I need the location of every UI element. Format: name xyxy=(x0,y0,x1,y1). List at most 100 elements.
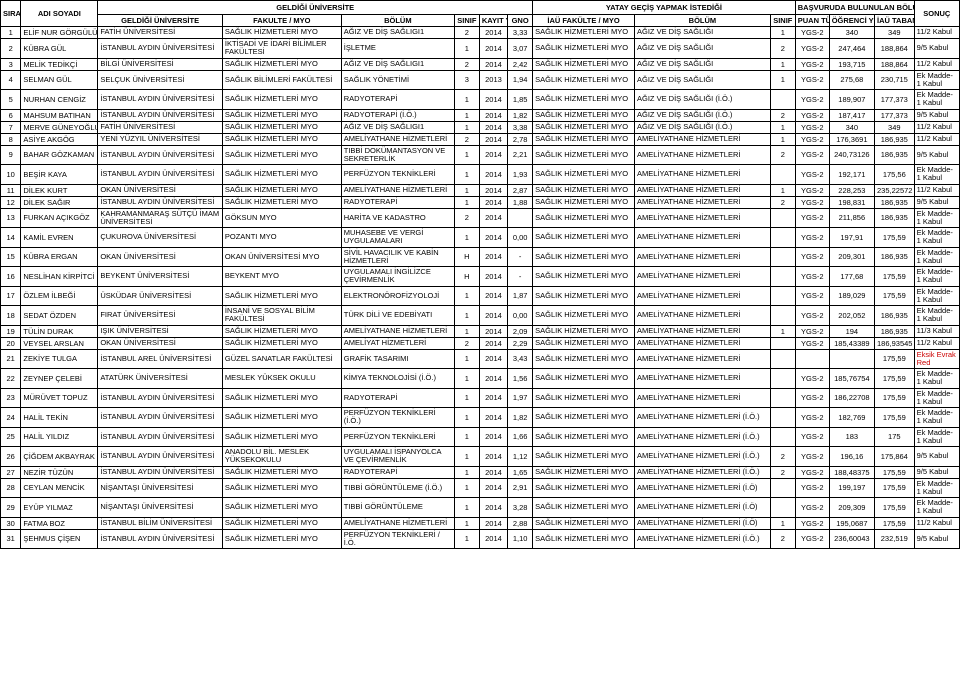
cell-pt: YGS-2 xyxy=(795,337,829,349)
cell-b2: AMELİYATHANE HİZMETLERİ (İ.Ö.) xyxy=(634,447,770,467)
cell-yi: 2014 xyxy=(479,529,507,549)
cell-so: 9/5 Kabul xyxy=(914,196,959,208)
cell-si: 1 xyxy=(454,306,479,326)
cell-yp: 192,171 xyxy=(829,165,874,185)
cell-ad: CEYLAN MENCİK xyxy=(21,478,98,498)
cell-if: SAĞLIK HİZMETLERİ MYO xyxy=(533,58,635,70)
cell-g: 1,82 xyxy=(508,408,533,428)
cell-pt: YGS-2 xyxy=(795,70,829,90)
cell-n: 31 xyxy=(1,529,21,549)
cell-g: 2,21 xyxy=(508,145,533,165)
cell-gu: OKAN ÜNİVERSİTESİ xyxy=(98,184,223,196)
cell-pt: YGS-2 xyxy=(795,184,829,196)
cell-yp: 176,3691 xyxy=(829,133,874,145)
cell-fak: SAĞLIK HİZMETLERİ MYO xyxy=(222,408,341,428)
cell-ad: ZEYNEP ÇELEBİ xyxy=(21,369,98,389)
cell-n: 25 xyxy=(1,427,21,447)
cell-s2 xyxy=(770,165,795,185)
cell-si: 1 xyxy=(454,498,479,518)
cell-so: 11/2 Kabul xyxy=(914,337,959,349)
cell-fak: SAĞLIK HİZMETLERİ MYO xyxy=(222,325,341,337)
table-row: 25HALİL YILDIZİSTANBUL AYDIN ÜNİVERSİTES… xyxy=(1,427,960,447)
cell-if: SAĞLIK HİZMETLERİ MYO xyxy=(533,145,635,165)
cell-bol: PERFÜZYON TEKNİKLERİ xyxy=(341,427,454,447)
table-row: 3MELİK TEDİKÇİBİLGİ ÜNİVERSİTESİSAĞLIK H… xyxy=(1,58,960,70)
cell-ad: ŞEHMUS ÇİŞEN xyxy=(21,529,98,549)
cell-so: Ek Madde-1 Kabul xyxy=(914,306,959,326)
cell-if: SAĞLIK HİZMETLERİ MYO xyxy=(533,208,635,228)
cell-si: 1 xyxy=(454,184,479,196)
table-row: 2KÜBRA GÜLİSTANBUL AYDIN ÜNİVERSİTESİİKT… xyxy=(1,39,960,59)
cell-pt: YGS-2 xyxy=(795,90,829,110)
cell-yi: 2014 xyxy=(479,165,507,185)
cell-bol: AMELİYAT HİZMETLERİ xyxy=(341,337,454,349)
cell-n: 27 xyxy=(1,466,21,478)
cell-so: 11/2 Kabul xyxy=(914,27,959,39)
cell-fak: SAĞLIK HİZMETLERİ MYO xyxy=(222,196,341,208)
cell-g: 1,85 xyxy=(508,90,533,110)
cell-if: SAĞLIK HİZMETLERİ MYO xyxy=(533,184,635,196)
cell-b2: AMELİYATHANE HİZMETLERİ xyxy=(634,133,770,145)
cell-yp: 185,43389 xyxy=(829,337,874,349)
cell-if: SAĞLIK HİZMETLERİ MYO xyxy=(533,39,635,59)
cell-g: 1,94 xyxy=(508,70,533,90)
cell-ad: VEYSEL ARSLAN xyxy=(21,337,98,349)
cell-n: 13 xyxy=(1,208,21,228)
cell-n: 15 xyxy=(1,247,21,267)
cell-gu: IŞIK ÜNİVERSİTESİ xyxy=(98,325,223,337)
cell-so: Ek Madde-1 Kabul xyxy=(914,70,959,90)
cell-ad: MELİK TEDİKÇİ xyxy=(21,58,98,70)
cell-tp: 175,59 xyxy=(875,228,915,248)
cell-tp: 177,373 xyxy=(875,90,915,110)
cell-b2: AMELİYATHANE HİZMETLERİ xyxy=(634,247,770,267)
cell-n: 28 xyxy=(1,478,21,498)
cell-yp: 189,029 xyxy=(829,286,874,306)
table-row: 13FURKAN AÇIKGÖZKAHRAMANMARAŞ SÜTÇÜ İMAM… xyxy=(1,208,960,228)
cell-n: 24 xyxy=(1,408,21,428)
cell-fak: MESLEK YÜKSEK OKULU xyxy=(222,369,341,389)
cell-ad: ÖZLEM İLBEĞİ xyxy=(21,286,98,306)
cell-bol: AMELİYATHANE HİZMETLERİ xyxy=(341,325,454,337)
cell-ad: KÜBRA ERGAN xyxy=(21,247,98,267)
cell-pt: YGS-2 xyxy=(795,478,829,498)
cell-yp: 228,253 xyxy=(829,184,874,196)
cell-n: 20 xyxy=(1,337,21,349)
cell-yp: 211,856 xyxy=(829,208,874,228)
cell-bol: KİMYA TEKNOLOJİSİ (İ.Ö.) xyxy=(341,369,454,389)
cell-if: SAĞLIK HİZMETLERİ MYO xyxy=(533,427,635,447)
cell-gu: BİLGİ ÜNİVERSİTESİ xyxy=(98,58,223,70)
cell-n: 26 xyxy=(1,447,21,467)
cell-so: 11/2 Kabul xyxy=(914,517,959,529)
cell-pt: YGS-2 xyxy=(795,58,829,70)
cell-s2 xyxy=(770,427,795,447)
cell-gu: İSTANBUL BİLİM ÜNİVERSİTESİ xyxy=(98,517,223,529)
cell-yi: 2013 xyxy=(479,70,507,90)
table-row: 28CEYLAN MENCİKNİŞANTAŞI ÜNİVERSİTESİSAĞ… xyxy=(1,478,960,498)
cell-bol: İŞLETME xyxy=(341,39,454,59)
cell-bol: GRAFİK TASARIMI xyxy=(341,349,454,369)
cell-pt: YGS-2 xyxy=(795,498,829,518)
cell-gu: İSTANBUL AYDIN ÜNİVERSİTESİ xyxy=(98,39,223,59)
cell-fak: SAĞLIK HİZMETLERİ MYO xyxy=(222,121,341,133)
cell-g: 2,78 xyxy=(508,133,533,145)
cell-pt: YGS-2 xyxy=(795,228,829,248)
cell-pt: YGS-2 xyxy=(795,388,829,408)
cell-gu: İSTANBUL AYDIN ÜNİVERSİTESİ xyxy=(98,90,223,110)
cell-g: 1,65 xyxy=(508,466,533,478)
cell-b2: AMELİYATHANE HİZMETLERİ xyxy=(634,165,770,185)
cell-if: SAĞLIK HİZMETLERİ MYO xyxy=(533,466,635,478)
cell-b2: AĞIZ VE DİŞ SAĞLIĞI (İ.Ö.) xyxy=(634,109,770,121)
cell-g: 1,88 xyxy=(508,196,533,208)
cell-g xyxy=(508,208,533,228)
hdr-sinif: SINIF xyxy=(454,15,479,27)
cell-if: SAĞLIK HİZMETLERİ MYO xyxy=(533,369,635,389)
cell-fak: İNSANİ VE SOSYAL BİLİM FAKÜLTESİ xyxy=(222,306,341,326)
cell-so: Ek Madde-1 Kabul xyxy=(914,408,959,428)
cell-b2: AMELİYATHANE HİZMETLERİ xyxy=(634,145,770,165)
cell-yp: 182,769 xyxy=(829,408,874,428)
cell-s2 xyxy=(770,408,795,428)
cell-gu: ATATÜRK ÜNİVERSİTESİ xyxy=(98,369,223,389)
cell-gu: OKAN ÜNİVERSİTESİ xyxy=(98,247,223,267)
cell-tp: 175,59 xyxy=(875,478,915,498)
cell-ad: NEZİR TÜZÜN xyxy=(21,466,98,478)
